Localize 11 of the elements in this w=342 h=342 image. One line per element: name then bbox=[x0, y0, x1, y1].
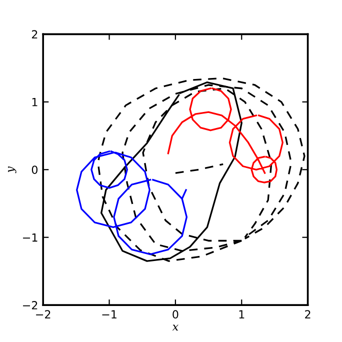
y-tick-label: 0 bbox=[32, 166, 38, 174]
x-tick-label: −1 bbox=[102, 310, 116, 318]
x-axis-title: x bbox=[172, 324, 178, 331]
y-tick-label: 1 bbox=[32, 98, 38, 106]
x-tick-label: 0 bbox=[172, 310, 178, 319]
y-tick-label: −1 bbox=[23, 233, 38, 242]
y-tick-label: −2 bbox=[23, 301, 38, 310]
x-tick-label: 1 bbox=[239, 310, 244, 318]
x-tick-label: 2 bbox=[305, 310, 310, 318]
y-axis-title: y bbox=[8, 166, 16, 174]
y-tick-label: 2 bbox=[32, 30, 38, 38]
